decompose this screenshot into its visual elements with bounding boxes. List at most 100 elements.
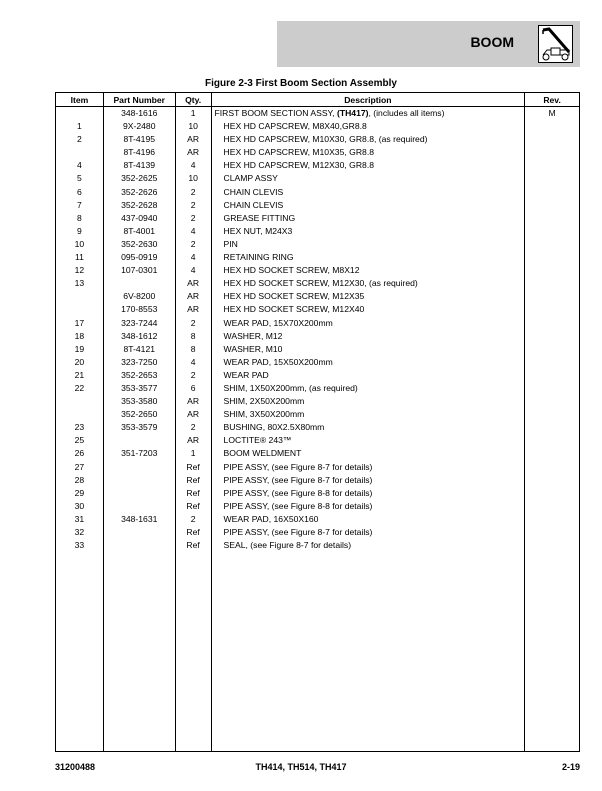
item-number: 30 (55, 499, 104, 513)
part-number: 323-7250 (102, 355, 176, 369)
quantity: 1 (174, 106, 212, 121)
table-row: 8T-4196 AR HEX HD CAPSCREW, M10X35, GR8.8 (55, 146, 580, 160)
revision (524, 172, 580, 186)
revision (524, 264, 580, 278)
table-row: 7 352-2628 2 CHAIN CLEVIS (55, 198, 580, 212)
part-number: 352-2626 (102, 185, 176, 199)
description: BOOM WELDMENT (210, 447, 526, 461)
item-number: 27 (55, 460, 104, 474)
table-row: 27 Ref PIPE ASSY, (see Figure 8-7 for deta… (55, 460, 580, 474)
table-row: 352-2650 AR SHIM, 3X50X200mm (55, 408, 580, 422)
item-number (55, 408, 104, 422)
part-number (102, 539, 176, 553)
table-row: 22 353-3577 6 SHIM, 1X50X200mm, (as require… (55, 381, 580, 396)
item-number: 31 (55, 512, 104, 526)
item-number: 9 (55, 224, 104, 238)
item-number: 2 (55, 133, 104, 147)
table-row: 11 095-0919 4 RETAINING RING (55, 251, 580, 265)
quantity: Ref (174, 460, 212, 474)
quantity: 8 (174, 342, 212, 356)
blank-cell (174, 552, 212, 752)
table-row: 10 352-2630 2 PIN (55, 237, 580, 252)
description: WEAR PAD, 16X50X160 (210, 512, 526, 526)
quantity: 4 (174, 224, 212, 238)
part-number: 351-7203 (102, 447, 176, 461)
part-number: 352-2625 (102, 172, 176, 186)
item-number: 23 (55, 421, 104, 435)
description: HEX HD CAPSCREW, M12X30, GR8.8 (210, 159, 526, 173)
description: HEX HD CAPSCREW, M8X40,GR8.8 (210, 120, 526, 134)
item-number: 7 (55, 198, 104, 212)
footer-document-number: 31200488 (55, 762, 96, 772)
table-row: 20 323-7250 4 WEAR PAD, 15X50X200mm (55, 355, 580, 369)
quantity: AR (174, 290, 212, 304)
revision (524, 447, 580, 461)
quantity: 4 (174, 355, 212, 369)
description: SEAL, (see Figure 8-7 for details) (210, 539, 526, 553)
table-row: 31 348-1631 2 WEAR PAD, 16X50X160 (55, 512, 580, 526)
revision (524, 421, 580, 435)
table-row: 4 8T-4139 4 HEX HD CAPSCREW, M12X30, GR8.8 (55, 159, 580, 173)
quantity: 2 (174, 512, 212, 526)
blank-cell (524, 552, 580, 752)
quantity: Ref (174, 473, 212, 487)
column-header-item: Item (55, 92, 104, 107)
table-row: 17 323-7244 2 WEAR PAD, 15X70X200mm (55, 316, 580, 330)
part-number: 352-2653 (102, 368, 176, 382)
table-row: 9 8T-4001 4 HEX NUT, M24X3 (55, 224, 580, 238)
revision (524, 355, 580, 369)
revision (524, 473, 580, 487)
revision (524, 146, 580, 160)
revision (524, 408, 580, 422)
table-blank-space (55, 552, 580, 752)
description: WEAR PAD, 15X50X200mm (210, 355, 526, 369)
description: CHAIN CLEVIS (210, 185, 526, 199)
part-number: 437-0940 (102, 211, 176, 225)
item-number: 26 (55, 447, 104, 461)
description: PIPE ASSY, (see Figure 8-8 for details) (210, 486, 526, 500)
item-number: 5 (55, 172, 104, 186)
revision (524, 290, 580, 304)
revision (524, 486, 580, 500)
quantity: 10 (174, 120, 212, 134)
table-row: 170-8553 AR HEX HD SOCKET SCREW, M12X40 (55, 303, 580, 317)
description: SHIM, 1X50X200mm, (as required) (210, 381, 526, 396)
description: WEAR PAD (210, 368, 526, 382)
figure-title: Figure 2-3 First Boom Section Assembly (205, 78, 397, 89)
description: HEX HD SOCKET SCREW, M12X30, (as require… (210, 277, 526, 291)
description: BUSHING, 80X2.5X80mm (210, 421, 526, 435)
quantity: AR (174, 408, 212, 422)
revision (524, 381, 580, 396)
table-header-row: Item Part Number Qty. Description Rev. (55, 92, 580, 107)
table-row: 33 Ref SEAL, (see Figure 8-7 for details) (55, 539, 580, 553)
table-row: 25 AR LOCTITE® 243™ (55, 434, 580, 448)
item-number: 21 (55, 368, 104, 382)
description: CHAIN CLEVIS (210, 198, 526, 212)
quantity: AR (174, 133, 212, 147)
part-number: 095-0919 (102, 251, 176, 265)
item-number (55, 395, 104, 409)
item-number: 13 (55, 277, 104, 291)
description: GREASE FITTING (210, 211, 526, 225)
quantity: Ref (174, 526, 212, 540)
revision (524, 316, 580, 330)
table-row: 13 AR HEX HD SOCKET SCREW, M12X30, (as req… (55, 277, 580, 291)
description: PIPE ASSY, (see Figure 8-8 for details) (210, 499, 526, 513)
part-number: 352-2650 (102, 408, 176, 422)
quantity: 4 (174, 264, 212, 278)
quantity: 2 (174, 237, 212, 252)
revision (524, 224, 580, 238)
part-number: 348-1631 (102, 512, 176, 526)
quantity: Ref (174, 499, 212, 513)
quantity: AR (174, 434, 212, 448)
item-number: 10 (55, 237, 104, 252)
quantity: 2 (174, 368, 212, 382)
table-row: 28 Ref PIPE ASSY, (see Figure 8-7 for deta… (55, 473, 580, 487)
quantity: 10 (174, 172, 212, 186)
revision (524, 512, 580, 526)
item-number (55, 303, 104, 317)
quantity: Ref (174, 539, 212, 553)
revision (524, 499, 580, 513)
revision (524, 277, 580, 291)
column-header-description: Description (210, 92, 526, 107)
